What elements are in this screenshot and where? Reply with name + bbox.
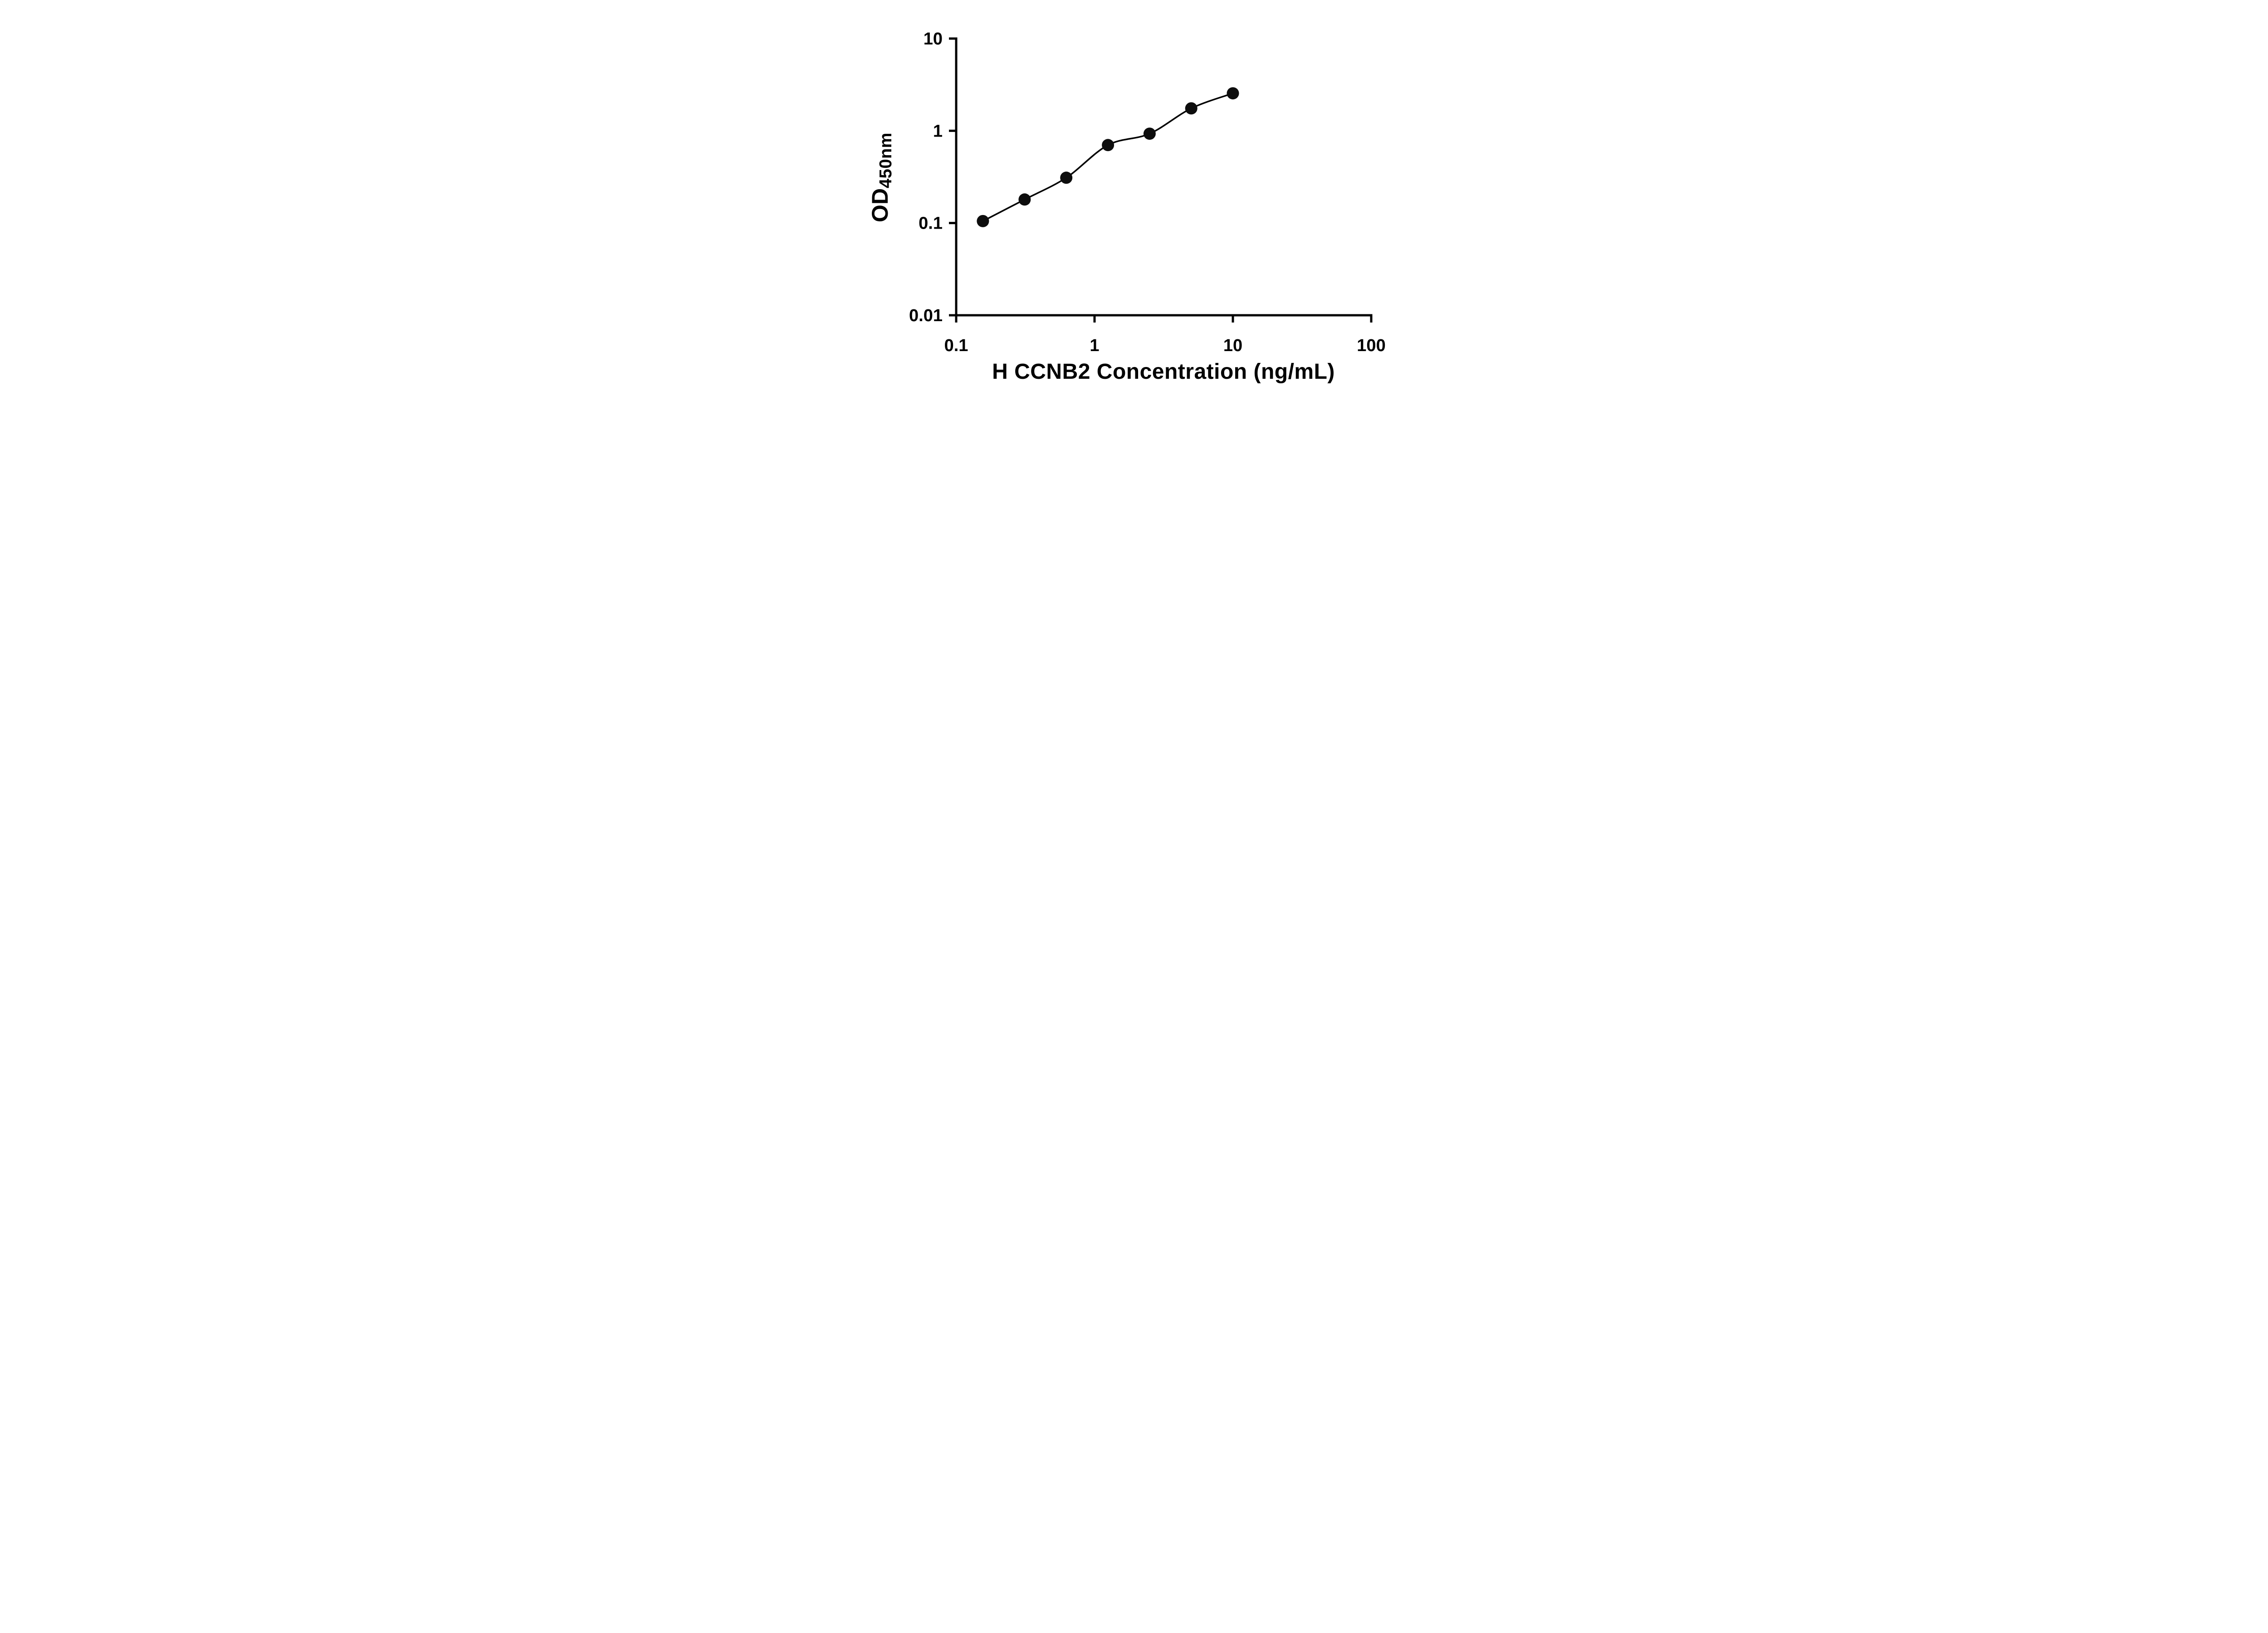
x-tick-label: 10 [1223,336,1242,355]
y-tick-label: 1 [933,122,942,141]
x-tick-label: 0.1 [944,336,968,355]
data-point [1143,127,1156,140]
data-point [976,215,989,227]
data-point [1101,139,1114,152]
x-tick-label: 1 [1090,336,1099,355]
data-point [1185,102,1198,115]
elisa-standard-curve-figure: 0.1 1 10 100 0.01 0.1 1 10 OD450nm H CCNB2 Conc… [842,0,1426,408]
data-point [1060,171,1072,184]
y-tick-label: 10 [923,29,942,49]
data-point [1018,193,1031,206]
y-axis-title-subscript: 450nm [876,132,895,188]
y-axis-title: OD450nm [865,64,895,291]
y-tick-label: 0.01 [909,306,943,325]
data-point [1227,87,1239,100]
x-tick-label: 100 [1357,336,1385,355]
x-axis-title: H CCNB2 Concentration (ng/mL) [992,360,1335,384]
y-axis-title-main: OD [867,188,893,222]
axes [955,37,1372,317]
y-tick-label: 0.1 [919,214,943,233]
